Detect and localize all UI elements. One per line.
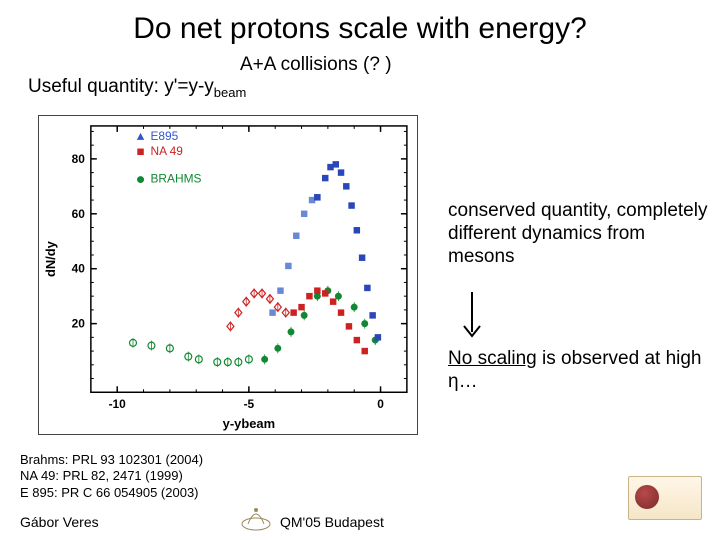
footer-badge-icon <box>628 476 702 520</box>
no-scaling-text: No scaling is observed at high η… <box>448 348 710 394</box>
svg-text:20: 20 <box>72 317 86 331</box>
svg-text:BRAHMS: BRAHMS <box>150 172 201 186</box>
chart-svg: 20 40 60 80 -10 -5 0 y-ybeam dN/dy E895NA 49 BRAHM… <box>39 116 417 434</box>
svg-text:60: 60 <box>72 207 86 221</box>
footer-author: Gábor Veres <box>20 514 99 530</box>
svg-text:-10: -10 <box>109 397 127 411</box>
svg-text:40: 40 <box>72 262 86 276</box>
no-scaling-underlined: No scaling <box>448 348 537 369</box>
svg-text:-5: -5 <box>244 397 255 411</box>
collisions-label: A+A collisions (? ) <box>240 54 392 76</box>
conserved-quantity-text: conserved quantity, completely different… <box>448 200 710 268</box>
arrow-down-icon <box>460 290 484 340</box>
svg-text:y-ybeam: y-ybeam <box>223 416 275 431</box>
ref-e895: E 895: PR C 66 054905 (2003) <box>20 485 203 501</box>
svg-text:0: 0 <box>377 397 384 411</box>
ref-na49: NA 49: PRL 82, 2471 (1999) <box>20 468 203 484</box>
page-title: Do net protons scale with energy? <box>0 0 720 46</box>
footer-conference: QM'05 Budapest <box>280 514 384 530</box>
footer-crest-icon <box>238 502 274 532</box>
useful-text: Useful quantity: y'=y-y <box>28 76 214 97</box>
svg-text:NA 49: NA 49 <box>150 144 183 158</box>
ref-brahms: Brahms: PRL 93 102301 (2004) <box>20 452 203 468</box>
svg-text:dN/dy: dN/dy <box>43 240 58 277</box>
useful-quantity: Useful quantity: y'=y-ybeam <box>28 76 246 100</box>
useful-sub: beam <box>214 85 247 100</box>
references: Brahms: PRL 93 102301 (2004) NA 49: PRL … <box>20 452 203 501</box>
scatter-chart: 20 40 60 80 -10 -5 0 y-ybeam dN/dy E895NA 49 BRAHM… <box>38 115 418 435</box>
svg-text:80: 80 <box>72 152 86 166</box>
svg-text:E895: E895 <box>150 129 178 143</box>
